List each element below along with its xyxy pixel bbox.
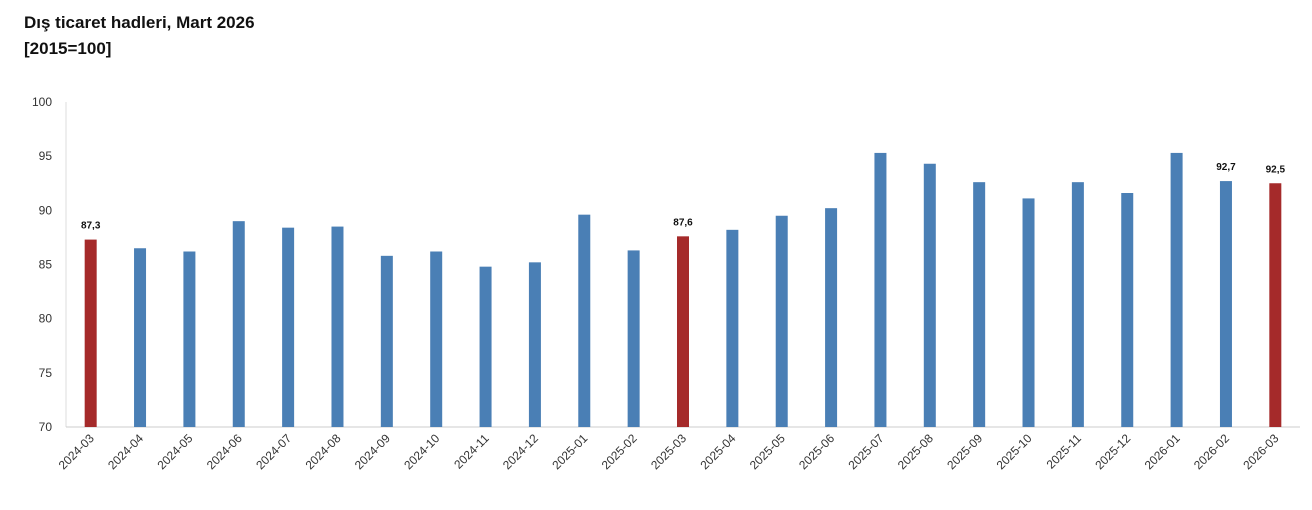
data-label: 87,3 <box>81 221 101 232</box>
x-tick-label: 2024-09 <box>352 431 393 472</box>
bar <box>430 251 443 427</box>
bar <box>825 208 838 427</box>
y-tick-label: 90 <box>39 203 53 217</box>
bar <box>726 229 739 427</box>
bar <box>528 262 541 427</box>
x-tick-label: 2025-07 <box>846 431 887 472</box>
bar <box>84 239 97 427</box>
bar <box>479 266 492 427</box>
x-tick-label: 2025-06 <box>796 431 837 472</box>
bar <box>973 182 986 427</box>
bar <box>1022 198 1035 427</box>
x-tick-label: 2025-05 <box>747 431 788 472</box>
bar <box>380 255 393 427</box>
x-tick-label: 2024-12 <box>500 431 541 472</box>
bar <box>134 248 147 427</box>
bar <box>677 236 689 427</box>
x-tick-label: 2025-12 <box>1092 431 1133 472</box>
bar <box>578 214 591 427</box>
bar <box>331 226 344 427</box>
x-tick-label: 2024-03 <box>56 431 97 472</box>
x-tick-label: 2025-08 <box>895 431 936 472</box>
y-tick-label: 70 <box>39 420 53 434</box>
y-tick-label: 85 <box>39 258 53 272</box>
y-tick-label: 95 <box>39 149 53 163</box>
chart-title: Dış ticaret hadleri, Mart 2026 <box>24 13 255 32</box>
x-tick-label: 2025-01 <box>549 431 590 472</box>
bar <box>1170 152 1183 427</box>
bar <box>232 221 245 427</box>
bar <box>1121 193 1134 427</box>
x-tick-label: 2024-06 <box>204 431 245 472</box>
x-tick-label: 2026-01 <box>1142 431 1183 472</box>
data-label: 92,7 <box>1216 162 1236 173</box>
x-tick-label: 2025-10 <box>994 431 1035 472</box>
x-tick-label: 2024-11 <box>451 431 492 472</box>
bar <box>183 251 196 427</box>
x-tick-label: 2025-03 <box>648 431 689 472</box>
x-tick-label: 2026-02 <box>1191 431 1232 472</box>
bar <box>874 152 887 427</box>
data-label: 87,6 <box>673 217 693 228</box>
x-tick-label: 2024-07 <box>253 431 294 472</box>
y-tick-label: 80 <box>39 312 53 326</box>
x-tick-label: 2026-03 <box>1240 431 1281 472</box>
x-tick-label: 2024-04 <box>105 431 146 472</box>
bar <box>923 163 936 427</box>
bar <box>1071 182 1084 427</box>
x-tick-label: 2024-08 <box>303 431 344 472</box>
y-tick-label: 100 <box>32 95 52 109</box>
x-tick-label: 2024-10 <box>401 431 442 472</box>
bar <box>627 250 640 427</box>
data-label: 92,5 <box>1266 164 1286 175</box>
bar <box>1269 183 1282 427</box>
x-tick-label: 2025-11 <box>1044 431 1085 472</box>
bar <box>282 227 295 427</box>
x-tick-label: 2025-09 <box>944 431 985 472</box>
bar <box>1219 181 1232 427</box>
bar <box>775 215 788 427</box>
x-tick-label: 2025-02 <box>599 431 640 472</box>
x-tick-label: 2025-04 <box>697 431 738 472</box>
y-tick-label: 75 <box>39 366 53 380</box>
x-tick-label: 2024-05 <box>154 431 195 472</box>
chart-subtitle: [2015=100] <box>24 39 111 58</box>
